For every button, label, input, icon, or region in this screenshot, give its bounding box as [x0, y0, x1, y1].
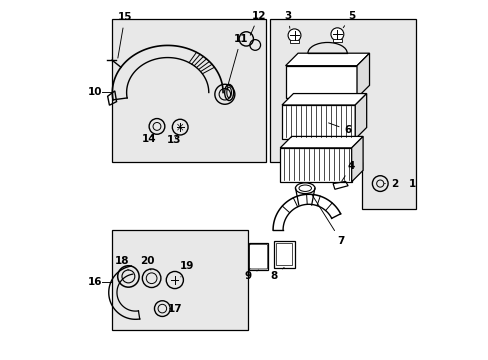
Polygon shape — [285, 53, 369, 66]
FancyBboxPatch shape — [249, 244, 267, 269]
Text: 12: 12 — [250, 11, 265, 35]
Text: 9: 9 — [244, 270, 258, 281]
Text: 3: 3 — [284, 11, 291, 28]
Polygon shape — [282, 94, 366, 105]
Bar — [248, 243, 268, 270]
Text: 15: 15 — [117, 13, 132, 58]
Text: 19: 19 — [179, 261, 193, 277]
Text: 4: 4 — [341, 161, 355, 181]
Text: 10: 10 — [88, 87, 102, 98]
Polygon shape — [354, 94, 366, 139]
Bar — [112, 230, 247, 330]
Bar — [280, 148, 351, 182]
Text: 6: 6 — [328, 123, 351, 135]
Text: 5: 5 — [343, 11, 355, 28]
Text: 2: 2 — [384, 179, 397, 189]
Text: 7: 7 — [311, 195, 344, 246]
Text: 20: 20 — [140, 256, 154, 270]
Bar — [273, 241, 294, 267]
Text: 14: 14 — [142, 134, 156, 144]
Polygon shape — [280, 136, 363, 148]
Polygon shape — [269, 19, 415, 208]
Text: 8: 8 — [269, 267, 284, 281]
Text: 18: 18 — [115, 256, 129, 270]
Ellipse shape — [295, 183, 314, 194]
Text: 1: 1 — [408, 179, 415, 189]
Bar — [275, 243, 292, 265]
Polygon shape — [356, 53, 369, 98]
Text: 11: 11 — [226, 34, 248, 90]
Ellipse shape — [298, 185, 311, 192]
Text: 13: 13 — [166, 135, 181, 145]
Text: 17: 17 — [167, 304, 182, 314]
Bar — [289, 40, 299, 43]
Bar — [112, 19, 265, 162]
Bar — [285, 66, 356, 98]
Circle shape — [287, 29, 300, 42]
Bar — [282, 105, 354, 139]
Polygon shape — [351, 136, 363, 182]
Bar — [332, 39, 341, 42]
Text: 16: 16 — [88, 277, 102, 287]
Circle shape — [330, 28, 343, 41]
